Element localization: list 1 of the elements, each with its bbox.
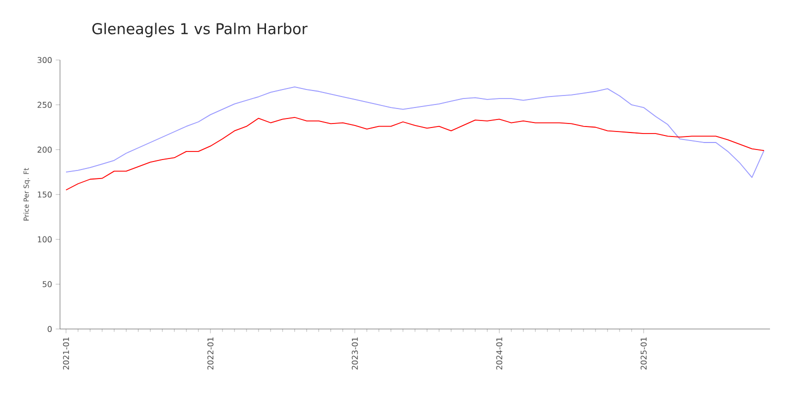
chart-title: Gleneagles 1 vs Palm Harbor bbox=[92, 22, 308, 38]
